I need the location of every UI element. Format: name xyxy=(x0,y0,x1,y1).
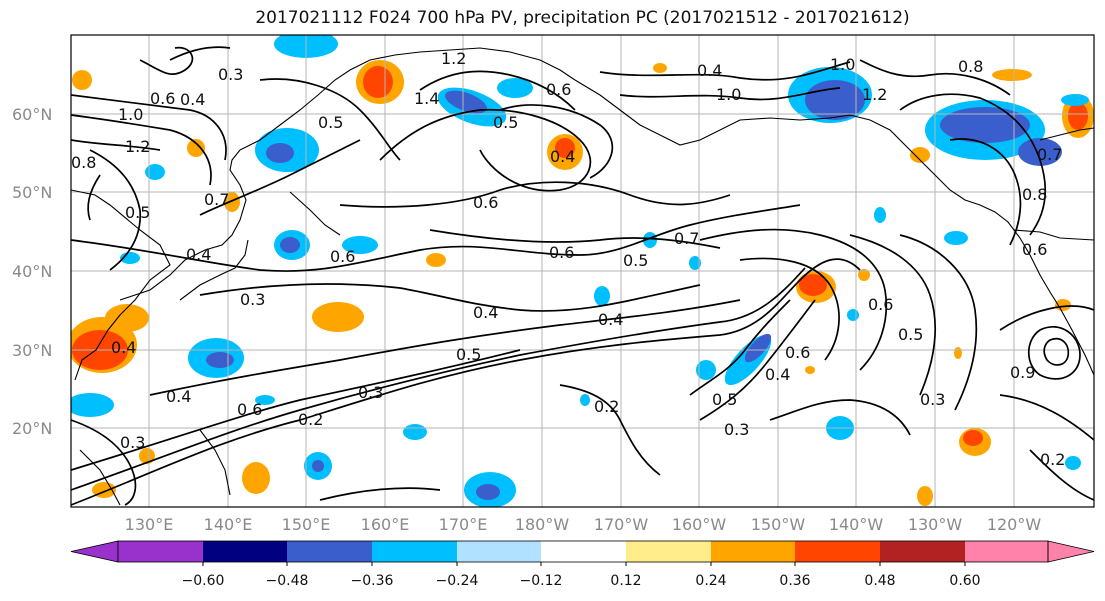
svg-text:0.5: 0.5 xyxy=(623,251,648,270)
map-plot-area: 0.3 0.4 0.6 1.0 1.2 0.8 0.7 0.4 0.3 0.4 … xyxy=(71,35,1094,507)
svg-text:1.0: 1.0 xyxy=(716,85,741,104)
precipitation-shading xyxy=(71,35,1094,507)
svg-text:1.2: 1.2 xyxy=(862,85,887,104)
svg-text:1.2: 1.2 xyxy=(125,137,150,156)
svg-text:0.8: 0.8 xyxy=(958,57,983,76)
colorbar-swatch xyxy=(372,541,457,562)
map-frame xyxy=(70,34,1095,508)
svg-text:0.3: 0.3 xyxy=(920,390,945,409)
lon-label-130w: 130°W xyxy=(907,515,963,534)
svg-text:1.0: 1.0 xyxy=(118,105,143,124)
svg-text:0.6: 0.6 xyxy=(473,193,498,212)
svg-text:0.2: 0.2 xyxy=(594,397,619,416)
coastlines xyxy=(71,47,1094,506)
svg-text:0.6: 0.6 xyxy=(150,89,175,108)
svg-text:0.5: 0.5 xyxy=(318,113,343,132)
svg-text:0.6: 0.6 xyxy=(549,243,574,262)
colorbar-extend-low xyxy=(70,540,119,563)
svg-text:1.0: 1.0 xyxy=(830,55,855,74)
colorbar xyxy=(70,540,1095,566)
svg-text:0.4: 0.4 xyxy=(550,147,575,166)
colorbar-tick: 0.60 xyxy=(949,573,981,589)
svg-text:0.4: 0.4 xyxy=(473,303,498,322)
svg-text:0.4: 0.4 xyxy=(180,90,205,109)
colorbar-swatch xyxy=(965,541,1048,562)
colorbar-swatch xyxy=(287,541,372,562)
map-title: 2017021112 F024 700 hPa PV, precipitatio… xyxy=(255,8,910,28)
lon-label-150e: 150°E xyxy=(281,515,331,534)
colorbar-swatch xyxy=(203,541,287,562)
svg-text:1.4: 1.4 xyxy=(414,89,439,108)
lon-label-160e: 160°E xyxy=(360,515,410,534)
svg-text:0.3: 0.3 xyxy=(358,383,383,402)
svg-text:0.3: 0.3 xyxy=(240,290,265,309)
colorbar-swatch xyxy=(118,541,203,562)
lat-label-40n: 40°N xyxy=(12,262,53,281)
svg-text:0.6: 0.6 xyxy=(546,80,571,99)
colorbar-tick: −0.36 xyxy=(350,573,394,589)
svg-text:0.6: 0.6 xyxy=(785,343,810,362)
lon-label-120w: 120°W xyxy=(986,515,1042,534)
svg-text:0.4: 0.4 xyxy=(765,365,790,384)
svg-text:0.9: 0.9 xyxy=(1010,363,1035,382)
lon-label-130e: 130°E xyxy=(124,515,174,534)
svg-text:1.2: 1.2 xyxy=(441,49,466,68)
colorbar-swatch xyxy=(626,541,711,562)
lon-label-180w: 180°W xyxy=(514,515,570,534)
colorbar-tick: 0.36 xyxy=(779,573,811,589)
svg-text:0.6: 0.6 xyxy=(868,295,893,314)
svg-text:0.5: 0.5 xyxy=(712,390,737,409)
colorbar-tick: −0.48 xyxy=(265,573,309,589)
svg-text:0.6: 0.6 xyxy=(1022,240,1047,259)
svg-text:0.5: 0.5 xyxy=(898,325,923,344)
svg-text:0.6: 0.6 xyxy=(330,247,355,266)
colorbar-extend-high xyxy=(1047,540,1095,563)
lon-label-140w: 140°W xyxy=(828,515,884,534)
svg-text:0.4: 0.4 xyxy=(166,387,191,406)
lon-label-160w: 160°W xyxy=(671,515,727,534)
svg-text:0.8: 0.8 xyxy=(1022,185,1047,204)
svg-text:0.8: 0.8 xyxy=(71,153,96,172)
svg-text:0.3: 0.3 xyxy=(218,65,243,84)
colorbar-tick: −0.60 xyxy=(181,573,225,589)
svg-text:0.5: 0.5 xyxy=(125,203,150,222)
colorbar-tick: −0.24 xyxy=(435,573,479,589)
lat-label-30n: 30°N xyxy=(12,341,53,360)
svg-text:0.4: 0.4 xyxy=(697,61,722,80)
colorbar-swatch xyxy=(711,541,795,562)
lon-label-170w: 170°W xyxy=(593,515,649,534)
contour-labels: 0.3 0.4 0.6 1.0 1.2 0.8 0.7 0.4 0.3 0.4 … xyxy=(71,49,1065,469)
svg-text:0.7: 0.7 xyxy=(1037,145,1062,164)
svg-text:0.4: 0.4 xyxy=(111,338,136,357)
svg-text:0.2: 0.2 xyxy=(298,410,323,429)
svg-text:0.2: 0.2 xyxy=(1040,450,1065,469)
svg-text:0.5: 0.5 xyxy=(456,345,481,364)
colorbar-swatch xyxy=(457,541,541,562)
lat-label-20n: 20°N xyxy=(12,419,53,438)
lon-label-170e: 170°E xyxy=(438,515,488,534)
colorbar-tick: 0.12 xyxy=(610,573,642,589)
colorbar-tick: 0.48 xyxy=(864,573,896,589)
lon-label-140e: 140°E xyxy=(203,515,253,534)
colorbar-swatch xyxy=(795,541,880,562)
svg-text:0.7: 0.7 xyxy=(204,190,229,209)
pv-contours xyxy=(71,46,1094,506)
colorbar-swatch xyxy=(541,541,626,562)
colorbar-frame xyxy=(117,540,1049,563)
svg-text:0.7: 0.7 xyxy=(674,229,699,248)
svg-text:0.4: 0.4 xyxy=(598,310,623,329)
lon-label-150w: 150°W xyxy=(750,515,806,534)
svg-text:0.3: 0.3 xyxy=(724,420,749,439)
colorbar-swatch xyxy=(880,541,965,562)
svg-text:0.5: 0.5 xyxy=(493,113,518,132)
colorbar-tick: −0.12 xyxy=(519,573,563,589)
svg-text:0.4: 0.4 xyxy=(186,245,211,264)
svg-text:0.3: 0.3 xyxy=(120,433,145,452)
lat-label-50n: 50°N xyxy=(12,183,53,202)
colorbar-tick: 0.24 xyxy=(695,573,727,589)
lat-label-60n: 60°N xyxy=(12,105,53,124)
svg-text:0.6: 0.6 xyxy=(237,400,262,419)
